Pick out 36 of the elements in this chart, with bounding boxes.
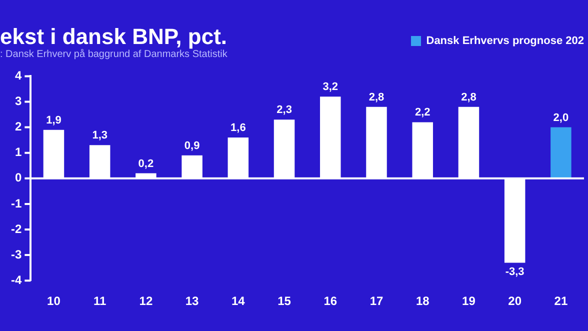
y-tick-label: 3 (14, 94, 22, 108)
data-label: -3,3 (505, 266, 524, 278)
x-tick-label: 16 (324, 294, 338, 308)
data-label: 1,6 (230, 122, 246, 134)
data-label: 2,8 (368, 91, 384, 104)
x-tick-label: 21 (554, 294, 568, 308)
data-label: 1,9 (46, 114, 62, 126)
data-label: 2,3 (276, 104, 292, 116)
y-tick-label: 1 (14, 145, 22, 160)
chart-title: ekst i dansk BNP, pct. (0, 24, 228, 49)
x-tick-label: 12 (139, 294, 153, 308)
x-tick-label: 19 (462, 294, 476, 308)
data-label: 2,2 (414, 106, 430, 119)
x-tick-label: 10 (47, 294, 61, 308)
x-tick-label: 13 (185, 294, 200, 308)
y-tick-label: 0 (14, 170, 22, 185)
x-tick-label: 15 (278, 294, 292, 308)
y-tick-label: 4 (14, 68, 22, 83)
data-label: 0,2 (138, 158, 154, 170)
legend-label: Dansk Erhvervs prognose 202 (426, 35, 584, 47)
data-label: 2,0 (553, 112, 569, 124)
y-tick-label: -3 (11, 247, 22, 262)
y-tick-label: -2 (11, 222, 22, 236)
y-tick-label: -4 (11, 272, 22, 287)
x-tick-label: 14 (231, 294, 246, 308)
x-tick-label: 17 (370, 294, 384, 308)
chart-subtitle: : Dansk Erhverv på baggrund af Danmarks Statistik (0, 49, 228, 60)
data-label: 0,9 (184, 140, 200, 152)
x-tick-label: 18 (416, 294, 430, 308)
x-tick-label: 20 (508, 294, 522, 308)
data-label: 2,8 (461, 91, 476, 104)
data-label: 1,3 (92, 130, 108, 142)
data-label: 3,2 (322, 81, 338, 94)
y-tick-label: -1 (11, 196, 22, 210)
y-tick-label: 2 (14, 120, 22, 134)
x-tick-label: 11 (93, 294, 107, 308)
